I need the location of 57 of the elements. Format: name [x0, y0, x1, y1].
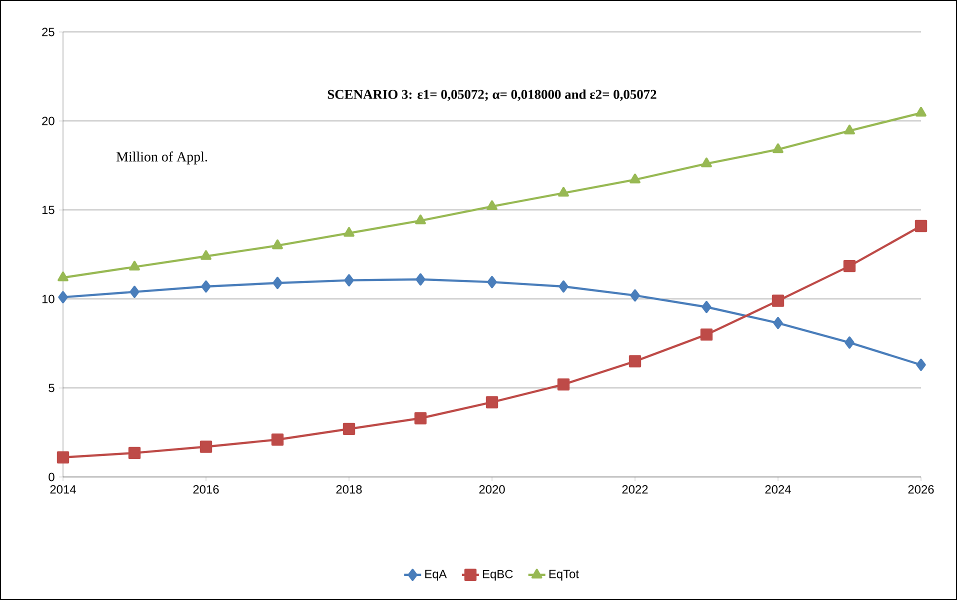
annotation: Million of Appl. — [116, 152, 208, 164]
point — [129, 260, 140, 271]
y-tick-label: 25 — [42, 28, 54, 36]
point — [200, 440, 212, 453]
point — [701, 158, 712, 168]
x-tick-label: 2014 — [50, 485, 76, 494]
point — [58, 272, 68, 282]
point — [558, 280, 568, 293]
point — [414, 412, 427, 424]
point — [557, 378, 570, 391]
x-tick-label: 2016 — [193, 485, 219, 494]
point — [58, 291, 68, 304]
point — [844, 336, 854, 349]
point — [772, 294, 784, 307]
point — [56, 451, 70, 464]
point — [700, 328, 713, 341]
x-tick-label: 2020 — [479, 485, 505, 494]
x-tick-label: 2026 — [908, 485, 934, 494]
point — [342, 422, 356, 436]
x-tick-label: 2022 — [622, 485, 648, 494]
point — [486, 200, 498, 210]
point — [201, 280, 211, 293]
point — [271, 434, 284, 446]
point — [416, 273, 426, 286]
y-tick-label: 15 — [42, 206, 54, 214]
legend-label: EqBC — [482, 570, 513, 581]
text: SCENARIO 3: ε1= 0,05072; α= 0,018000 and ε2= 0,05072 — [328, 89, 656, 101]
y-tick-label: 10 — [42, 294, 54, 304]
point — [344, 227, 354, 237]
point — [128, 446, 141, 460]
point — [200, 250, 212, 260]
x-tick-label: 2018 — [336, 485, 362, 494]
point — [486, 396, 498, 408]
point — [916, 106, 926, 117]
point — [272, 239, 283, 250]
legend-label: EqTot — [549, 570, 579, 581]
point — [773, 316, 783, 330]
legend-label: EqA — [425, 570, 447, 581]
point — [344, 274, 354, 286]
point — [843, 260, 856, 272]
y-tick-label: 20 — [42, 116, 54, 126]
x-tick-label: 2024 — [765, 485, 791, 494]
point — [844, 124, 855, 134]
point — [702, 300, 712, 314]
point — [628, 355, 642, 368]
point — [272, 276, 282, 290]
y-tick-label: 0 — [48, 472, 54, 482]
point — [916, 358, 926, 371]
point — [558, 186, 569, 197]
point — [415, 214, 426, 224]
y-tick-label: 5 — [48, 384, 54, 392]
point — [630, 289, 640, 302]
point — [487, 276, 497, 288]
point — [772, 143, 784, 154]
point — [630, 174, 640, 184]
point — [130, 286, 140, 298]
point — [914, 220, 928, 232]
